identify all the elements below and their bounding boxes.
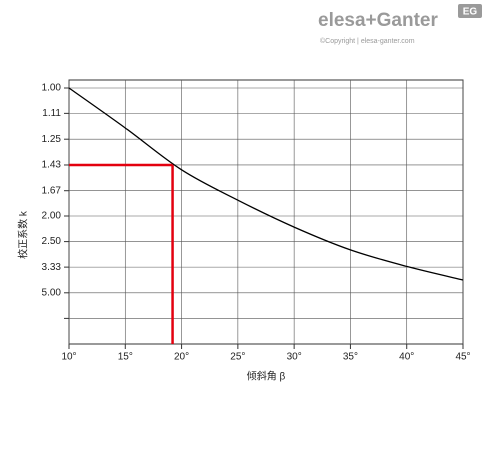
brand: elesa+Ganter	[318, 10, 439, 31]
plot-frame	[68, 79, 464, 345]
x-tick-label: 10°	[61, 352, 76, 363]
x-tick-label: 40°	[399, 352, 414, 363]
x-tick-label: 30°	[287, 352, 302, 363]
x-tick-label: 25°	[230, 352, 245, 363]
y-tick-label: 2.50	[42, 236, 62, 247]
curve	[68, 87, 464, 281]
y-tick-label: 3.33	[42, 262, 62, 273]
y-tick-label: 1.11	[42, 108, 61, 119]
y-tick-label: 1.25	[42, 134, 62, 145]
x-axis-label: 倾斜角 β	[247, 370, 286, 383]
x-tick-label: 45°	[455, 352, 470, 363]
x-tick-label: 35°	[343, 352, 358, 363]
badge: EG	[463, 7, 478, 18]
copyright: ©Copyright | elesa-ganter.com	[320, 37, 415, 45]
x-tick-label: 20°	[174, 352, 189, 363]
y-tick-label: 1.00	[42, 83, 62, 94]
y-axis-label: 校正系数 k	[17, 210, 30, 259]
badge-box	[458, 4, 482, 18]
y-tick-label: 2.00	[42, 211, 62, 222]
y-tick-label: 1.43	[42, 160, 62, 171]
y-tick-label: 5.00	[42, 287, 62, 298]
y-tick-label: 1.67	[42, 185, 62, 196]
x-tick-label: 15°	[118, 352, 133, 363]
